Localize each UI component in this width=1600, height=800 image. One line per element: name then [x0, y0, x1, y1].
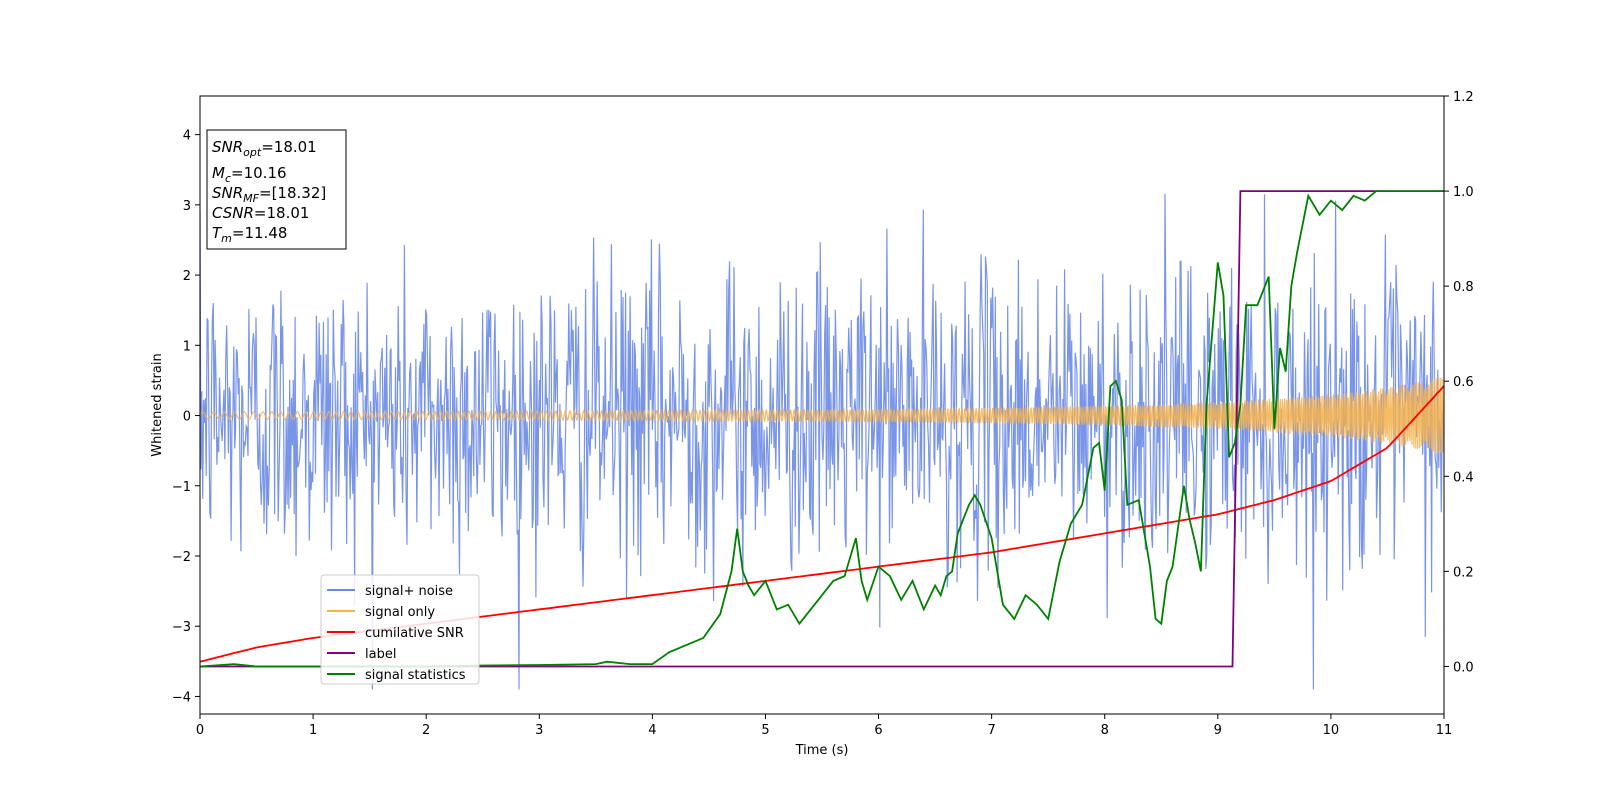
x-tick-label: 10: [1323, 723, 1340, 738]
info-snr-opt: SNRopt=18.01: [212, 138, 317, 159]
info-tm: Tm=11.48: [212, 224, 287, 245]
legend-entry-label: signal only: [365, 605, 435, 620]
signal-noise-path: [200, 193, 1444, 690]
legend-entry-label: signal+ noise: [365, 584, 453, 599]
y-left-tick-label: −1: [172, 480, 191, 495]
info-snr-mf: SNRMF=[18.32]: [212, 184, 326, 205]
x-tick-label: 4: [648, 723, 656, 738]
y-left-tick-label: 4: [183, 129, 191, 144]
x-tick-label: 11: [1436, 723, 1453, 738]
y-right-tick-label: 0.4: [1453, 470, 1474, 485]
info-box-frame: [206, 129, 347, 250]
x-tick-label: 8: [1101, 723, 1109, 738]
legend-entry-label: signal statistics: [365, 668, 466, 683]
legend: signal+ noise signal only cumilative SNR la…: [320, 574, 480, 685]
info-snr-opt-value: =18.01: [261, 138, 317, 156]
x-tick-label: 7: [987, 723, 995, 738]
series-signal-statistics-line: [200, 190, 1444, 668]
y-axis-label: Whitened strain: [150, 353, 165, 456]
info-csnr: CSNR=18.01: [212, 204, 309, 222]
x-tick-label: 0: [196, 723, 204, 738]
x-tick-label: 9: [1214, 723, 1222, 738]
info-tm-value: =11.48: [232, 224, 288, 242]
right-y-axis: 0.0 0.2 0.4 0.6 0.8 1.0 1.2: [1444, 90, 1474, 675]
info-mc-value: =10.16: [231, 164, 287, 182]
legend-entry-label: cumilative SNR: [365, 626, 464, 641]
x-tick-label: 1: [309, 723, 317, 738]
info-snr-mf-value: =[18.32]: [259, 184, 326, 202]
info-mc: Mc=10.16: [212, 164, 287, 185]
y-left-tick-label: 3: [183, 199, 191, 214]
info-csnr-value: =18.01: [254, 204, 310, 222]
x-tick-label: 5: [761, 723, 769, 738]
x-tick-label: 6: [874, 723, 882, 738]
x-tick-label: 2: [422, 723, 430, 738]
y-left-tick-label: −4: [172, 690, 191, 705]
info-box: SNRopt=18.01 Mc=10.16 SNRMF=[18.32] CSNR…: [206, 129, 347, 250]
x-axis-label: Time (s): [795, 743, 849, 758]
left-y-axis: −4 −3 −2 −1 0 1 2 3 4: [172, 129, 200, 705]
y-left-tick-label: 0: [183, 410, 191, 425]
y-left-tick-label: −3: [172, 620, 191, 635]
plot-frame: [199, 95, 1445, 715]
x-axis: 0 1 2 3 4 5 6 7 8 9 10 11: [196, 714, 1452, 738]
x-tick-label: 3: [535, 723, 543, 738]
series-signal-noise-line: [200, 193, 1444, 690]
legend-frame: [320, 574, 480, 685]
y-right-tick-label: 1.0: [1453, 185, 1474, 200]
y-right-tick-label: 0.0: [1453, 660, 1474, 675]
y-right-tick-label: 0.6: [1453, 375, 1474, 390]
y-right-tick-label: 0.8: [1453, 280, 1474, 295]
signal-statistics-path: [200, 190, 1444, 668]
y-left-tick-label: −2: [172, 550, 191, 565]
y-left-tick-label: 1: [183, 339, 191, 354]
y-right-tick-label: 1.2: [1453, 90, 1474, 105]
y-left-tick-label: 2: [183, 269, 191, 284]
legend-entry-label: label: [365, 647, 396, 662]
y-right-tick-label: 0.2: [1453, 565, 1474, 580]
